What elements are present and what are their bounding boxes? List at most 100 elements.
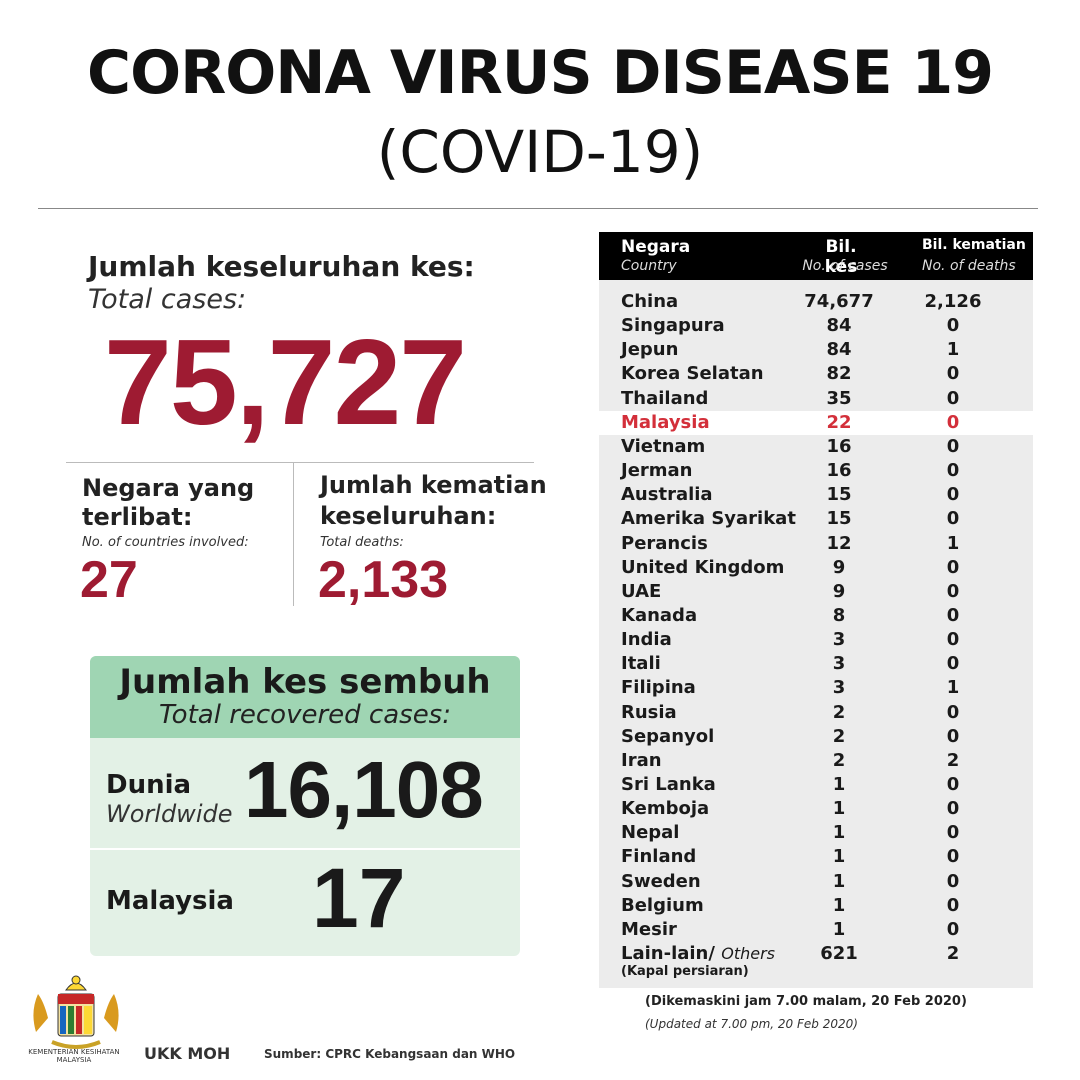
- recovered-title: Jumlah kes sembuh: [119, 662, 491, 702]
- table-row: Kemboja 1 0: [599, 797, 1033, 821]
- total-cases-value: 75,727: [104, 314, 467, 450]
- cell-cases: 1: [832, 822, 846, 844]
- cell-cases: 16: [826, 460, 852, 482]
- cell-cases: 16: [826, 435, 852, 457]
- cell-country: Lain-lain/ Others: [621, 942, 775, 966]
- table-row: UAE 9 0: [599, 580, 1033, 604]
- recovered-cases-panel: Jumlah kes sembuh Total recovered cases:…: [90, 656, 520, 956]
- cell-country: Australia: [621, 484, 713, 506]
- table-row: Rusia 2 0: [599, 701, 1033, 725]
- cell-country: Perancis: [621, 532, 708, 554]
- cell-deaths: 0: [946, 701, 960, 723]
- table-row: Perancis 12 1: [599, 532, 1033, 556]
- cell-cases: 1: [832, 918, 846, 940]
- table-row: Malaysia 22 0: [599, 410, 1033, 435]
- malaysia-recovered-value: 17: [312, 851, 406, 945]
- cell-country: Finland: [621, 846, 697, 868]
- cell-country: Thailand: [621, 387, 709, 409]
- cell-cases: 15: [826, 484, 852, 506]
- cell-deaths: 0: [946, 363, 960, 385]
- cell-deaths: 0: [946, 411, 960, 433]
- table-row: Sepanyol 2 0: [599, 725, 1033, 749]
- source-label: Sumber: CPRC Kebangsaan dan WHO: [264, 1047, 516, 1061]
- cell-country: Kemboja: [621, 798, 710, 820]
- cell-cases: 12: [826, 532, 852, 554]
- table-row: Finland 1 0: [599, 845, 1033, 869]
- updated-timestamp-en: (Updated at 7.00 pm, 20 Feb 2020): [645, 1017, 858, 1031]
- column-header-cases-en: No. of cases: [802, 258, 888, 274]
- cell-deaths: 0: [946, 460, 960, 482]
- header-divider: [38, 208, 1038, 209]
- cell-country: Malaysia: [621, 411, 710, 433]
- recovered-divider: [90, 848, 520, 850]
- cell-cases: 1: [832, 798, 846, 820]
- cell-cases: 2: [832, 701, 846, 723]
- cell-cases: 82: [826, 363, 852, 385]
- cell-cases: 2: [832, 725, 846, 747]
- others-label: Lain-lain/: [621, 943, 715, 965]
- cell-deaths: 0: [946, 846, 960, 868]
- table-row: Australia 15 0: [599, 483, 1033, 507]
- cell-deaths: 0: [946, 798, 960, 820]
- cell-country: Itali: [621, 653, 661, 675]
- malaysia-recovered-label: Malaysia: [106, 886, 234, 916]
- table-row: Jerman 16 0: [599, 459, 1033, 483]
- table-row: United Kingdom 9 0: [599, 556, 1033, 580]
- table-row: Korea Selatan 82 0: [599, 362, 1033, 386]
- table-row: Vietnam 16 0: [599, 435, 1033, 459]
- cell-cases: 1: [832, 774, 846, 795]
- page-title: CORONA VIRUS DISEASE 19: [87, 38, 994, 108]
- cell-cases: 9: [832, 556, 846, 578]
- cell-cases: 8: [832, 604, 846, 626]
- cell-deaths: 0: [946, 894, 960, 916]
- cell-country: Kanada: [621, 604, 698, 626]
- table-row: China 74,677 2,126: [599, 290, 1033, 314]
- table-row: Sweden 1 0: [599, 870, 1033, 894]
- cell-country: Mesir: [621, 918, 677, 940]
- cell-deaths: 1: [946, 339, 960, 361]
- cell-cases: 1: [832, 870, 846, 892]
- countries-involved-label-en: No. of countries involved:: [82, 535, 249, 550]
- cell-country: Vietnam: [621, 435, 706, 457]
- cell-cases: 1: [832, 894, 846, 916]
- worldwide-label-en: Worldwide: [106, 800, 233, 828]
- cell-cases: 2: [832, 749, 846, 771]
- worldwide-label: Dunia: [106, 770, 192, 800]
- table-row: Thailand 35 0: [599, 387, 1033, 411]
- total-deaths-label: Jumlah kematian keseluruhan:: [320, 471, 547, 530]
- table-row-others: Lain-lain/ Others (Kapal persiaran) 621 2: [599, 942, 1033, 986]
- others-sub-label: (Kapal persiaran): [621, 964, 749, 980]
- cell-deaths: 1: [946, 677, 960, 699]
- recovered-header: [90, 656, 520, 738]
- stats-divider: [66, 462, 534, 463]
- cell-deaths: 0: [946, 484, 960, 506]
- cell-deaths: 0: [946, 870, 960, 892]
- table-row: Nepal 1 0: [599, 821, 1033, 845]
- cell-deaths: 0: [946, 918, 960, 940]
- total-deaths-label-en: Total deaths:: [320, 535, 404, 550]
- worldwide-recovered-value: 16,108: [244, 745, 484, 834]
- cell-cases: 84: [826, 339, 852, 361]
- cell-cases: 22: [826, 411, 852, 433]
- cell-cases: 3: [832, 677, 846, 699]
- cell-deaths: 2,126: [924, 291, 982, 312]
- cell-country: India: [621, 629, 672, 651]
- cell-deaths: 0: [946, 604, 960, 626]
- table-row: India 3 0: [599, 628, 1033, 652]
- table-header: [599, 232, 1033, 280]
- cell-country: Sri Lanka: [621, 774, 716, 795]
- table-row: Itali 3 0: [599, 652, 1033, 676]
- cell-deaths: 0: [946, 315, 960, 337]
- malaysia-coat-of-arms-icon: [22, 972, 130, 1052]
- cell-cases: 621: [820, 943, 858, 965]
- table-row: Amerika Syarikat 15 0: [599, 507, 1033, 531]
- cell-country: Rusia: [621, 701, 677, 723]
- country-table: [599, 232, 1033, 988]
- cell-country: Sepanyol: [621, 725, 715, 747]
- ukk-moh-label: UKK MOH: [144, 1044, 231, 1063]
- table-row: Belgium 1 0: [599, 894, 1033, 918]
- cell-country: Jepun: [621, 339, 679, 361]
- column-header-country: Negara: [621, 237, 691, 257]
- cell-deaths: 0: [946, 435, 960, 457]
- column-header-country-en: Country: [621, 258, 677, 274]
